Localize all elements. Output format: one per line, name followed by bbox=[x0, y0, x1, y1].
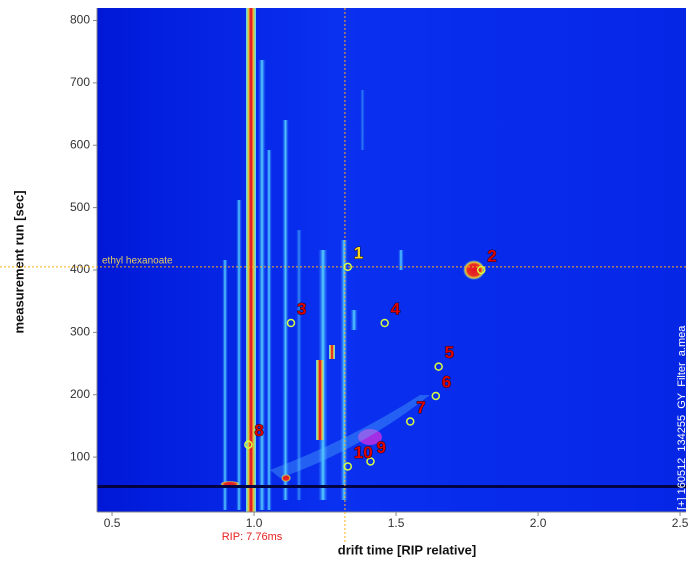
peak-label: 6 bbox=[442, 372, 451, 391]
peak-label: 5 bbox=[445, 343, 454, 362]
y-tick-label: 100 bbox=[70, 449, 90, 463]
peak-marker bbox=[244, 440, 253, 449]
y-tick-label: 700 bbox=[70, 75, 90, 89]
axes: 0.5 1.0 1.5 2.0 2.5 100 200 300 400 500 600 700 800 bbox=[70, 8, 689, 530]
y-tick-label: 400 bbox=[70, 262, 90, 276]
peak-marker bbox=[405, 417, 415, 426]
rip-label: RIP: 7.76ms bbox=[222, 531, 283, 543]
peak-label: 10 bbox=[354, 443, 373, 462]
peak-marker bbox=[286, 318, 296, 328]
peak-label: 8 bbox=[254, 421, 263, 440]
peak-marker bbox=[476, 265, 486, 275]
x-tick-label: 1.5 bbox=[388, 516, 405, 530]
peak-marker bbox=[343, 262, 353, 272]
y-tick-label: 600 bbox=[70, 137, 90, 151]
peak-label: 7 bbox=[416, 398, 425, 417]
x-tick-label: 0.5 bbox=[104, 516, 121, 530]
y-tick-label: 500 bbox=[70, 200, 90, 214]
heatmap-streaks bbox=[97, 8, 686, 512]
y-tick-label: 800 bbox=[70, 13, 90, 27]
peak-marker bbox=[434, 362, 443, 371]
peak-label: 3 bbox=[297, 299, 306, 318]
peak-marker bbox=[431, 391, 441, 401]
y-tick-label: 300 bbox=[70, 325, 90, 339]
peak-marker bbox=[380, 318, 389, 328]
x-tick-label: 2.0 bbox=[530, 516, 547, 530]
x-tick-label: 1.0 bbox=[246, 516, 263, 530]
peak-marker bbox=[366, 457, 375, 466]
plot-area bbox=[97, 8, 686, 512]
peak-label: 1 bbox=[354, 243, 363, 262]
y-tick-label: 200 bbox=[70, 387, 90, 401]
x-axis-title: drift time [RIP relative] bbox=[338, 542, 476, 557]
y-axis-title: measurement run [sec] bbox=[11, 190, 26, 333]
peak-label: 2 bbox=[487, 246, 496, 265]
peak-marker bbox=[343, 462, 353, 471]
x-tick-label: 2.5 bbox=[672, 516, 689, 530]
crosshair-label: ethyl hexanoate bbox=[102, 256, 173, 267]
peak-label: 9 bbox=[376, 438, 385, 457]
peak-label: 4 bbox=[391, 299, 401, 318]
heatmap-background bbox=[97, 8, 686, 512]
file-label: [+] 160512_134255_GY_Filter_a.mea bbox=[676, 325, 688, 510]
